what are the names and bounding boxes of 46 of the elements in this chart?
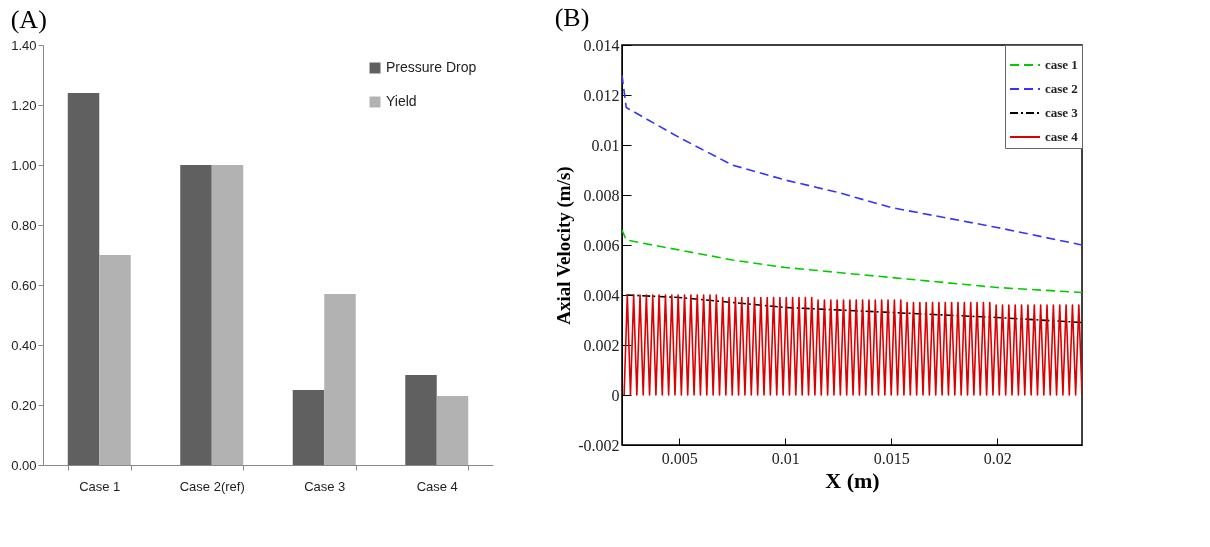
y-tick-label: 0.014	[583, 36, 620, 54]
legend-label: Pressure Drop	[386, 59, 477, 75]
y-tick-label: 0.004	[583, 286, 620, 304]
bar	[436, 396, 469, 465]
y-tick-label: 0.01	[591, 136, 620, 154]
y-tick-label: 0.60	[11, 277, 37, 293]
legend-label: case 4	[1045, 129, 1079, 144]
y-tick-label: 1.20	[11, 97, 37, 113]
bar	[99, 255, 131, 465]
x-axis-title: X (m)	[825, 467, 880, 493]
y-tick-label: 0.006	[583, 236, 620, 254]
y-tick-label: 0.80	[11, 217, 37, 233]
bar	[292, 390, 325, 465]
x-tick-label: 0.015	[873, 449, 910, 467]
x-tick-label: 0.01	[771, 449, 800, 467]
y-tick-label: 0.20	[11, 397, 37, 413]
legend-label: Yield	[386, 93, 417, 109]
chart-title: (B)	[554, 3, 590, 32]
x-tick-label: Case 4	[416, 478, 458, 494]
y-tick-label: 0.00	[11, 457, 37, 473]
bar	[67, 93, 100, 465]
legend-label: case 2	[1045, 81, 1078, 96]
x-tick-label: Case 3	[304, 478, 346, 494]
y-tick-label: 1.00	[11, 157, 37, 173]
y-tick-label: 0.012	[583, 86, 620, 104]
bar	[180, 165, 212, 465]
y-tick-label: 0.002	[583, 336, 620, 354]
chart-title: (A)	[10, 5, 47, 34]
line-series	[623, 294, 1082, 396]
y-tick-label: 0.008	[583, 186, 620, 204]
bar	[324, 294, 356, 465]
bar	[211, 165, 244, 465]
x-tick-label: 0.005	[661, 449, 698, 467]
y-tick-label: 0.40	[11, 337, 37, 353]
y-tick-label: 0	[611, 386, 620, 404]
x-tick-label: 0.02	[983, 449, 1012, 467]
line-series	[622, 229, 1082, 294]
bar	[405, 375, 437, 465]
legend-label: case 1	[1045, 57, 1078, 72]
x-tick-label: Case 1	[79, 478, 121, 494]
y-tick-label: -0.002	[578, 436, 620, 454]
line-series	[622, 74, 1082, 246]
x-tick-label: Case 2(ref)	[179, 478, 245, 494]
y-axis-title: Axial Velocity (m/s)	[553, 166, 576, 325]
legend-label: case 3	[1045, 105, 1079, 120]
y-tick-label: 1.40	[11, 37, 37, 53]
